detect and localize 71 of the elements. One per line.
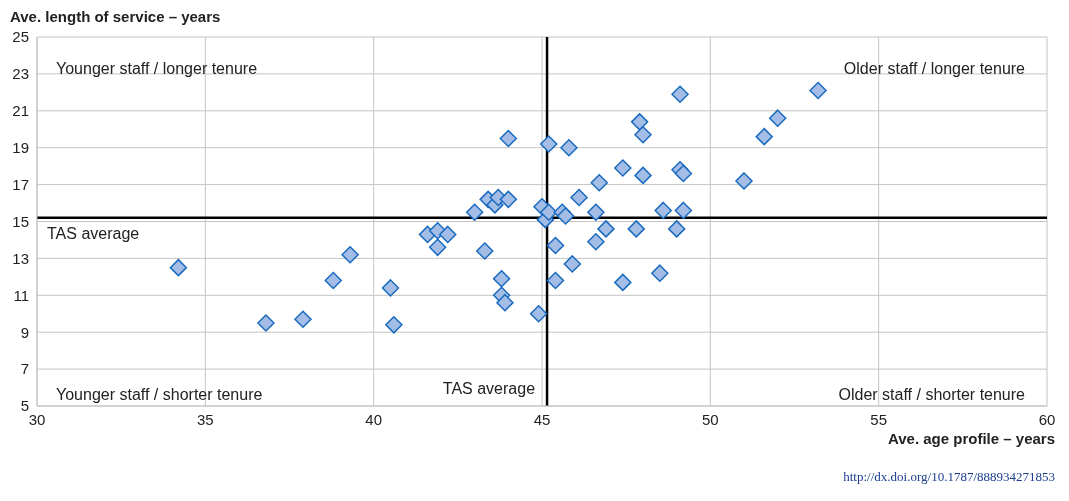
annotation: Older staff / shorter tenure: [838, 386, 1025, 404]
point: [465, 203, 484, 222]
point: [674, 201, 693, 220]
point: [539, 135, 558, 153]
x-axis-title: Ave. age profile – years: [886, 430, 1056, 447]
point: [499, 190, 518, 209]
point: [634, 126, 652, 144]
point: [630, 113, 649, 131]
x-tick-label: 45: [533, 410, 551, 428]
point: [492, 269, 511, 288]
point: [556, 207, 575, 225]
y-tick-label: 7: [20, 360, 29, 378]
point: [324, 271, 343, 290]
annotation: Older staff / longer tenure: [843, 60, 1025, 78]
y-tick-label: 9: [20, 323, 29, 341]
point: [768, 109, 787, 127]
ref-line-label: TAS average: [47, 225, 140, 243]
point: [257, 314, 275, 332]
point: [499, 129, 518, 148]
x-tick-label: 60: [1038, 410, 1056, 428]
point: [587, 203, 605, 222]
point: [755, 127, 773, 146]
x-tick-label: 55: [870, 410, 888, 428]
point: [674, 164, 693, 183]
point: [651, 264, 669, 282]
point: [385, 316, 403, 334]
y-axis-title: Ave. length of service – years: [10, 8, 221, 25]
point: [476, 242, 494, 260]
point: [735, 172, 753, 190]
y-tick-label: 15: [12, 212, 29, 230]
y-tick-label: 25: [12, 28, 29, 46]
point: [809, 81, 827, 100]
point: [438, 225, 457, 244]
point: [341, 245, 359, 264]
point: [529, 305, 548, 323]
point: [563, 255, 582, 273]
point: [614, 159, 632, 177]
x-tick-label: 40: [365, 410, 383, 428]
point: [570, 188, 588, 207]
y-tick-label: 17: [12, 175, 29, 193]
x-tick-label: 35: [196, 410, 214, 428]
y-tick-label: 21: [12, 102, 29, 120]
point: [627, 220, 646, 238]
point: [590, 174, 608, 192]
point: [634, 166, 652, 185]
ref-line-label: TAS average: [442, 380, 536, 397]
y-tick-label: 19: [12, 139, 29, 157]
point: [381, 279, 400, 297]
text: http://dx.doi.org/10.1787/888934271853: [842, 469, 1056, 485]
point: [428, 238, 447, 257]
point: [587, 233, 605, 251]
y-tick-label: 11: [13, 286, 29, 304]
y-tick-label: 13: [12, 249, 29, 267]
point: [169, 258, 188, 277]
x-tick-label: 30: [28, 410, 46, 428]
point: [671, 85, 689, 103]
y-tick-label: 23: [12, 65, 29, 83]
point: [667, 220, 686, 238]
point: [560, 138, 578, 157]
y-tick-label: 5: [20, 397, 29, 415]
point: [546, 271, 565, 290]
x-tick-label: 50: [701, 410, 719, 428]
annotation: Younger staff / longer tenure: [56, 60, 258, 78]
point: [496, 293, 514, 312]
point: [546, 236, 565, 255]
point: [294, 310, 312, 329]
point: [539, 203, 558, 222]
annotation: Younger staff / shorter tenure: [56, 386, 263, 404]
point: [614, 273, 632, 292]
point: [597, 220, 615, 238]
point: [654, 201, 672, 220]
